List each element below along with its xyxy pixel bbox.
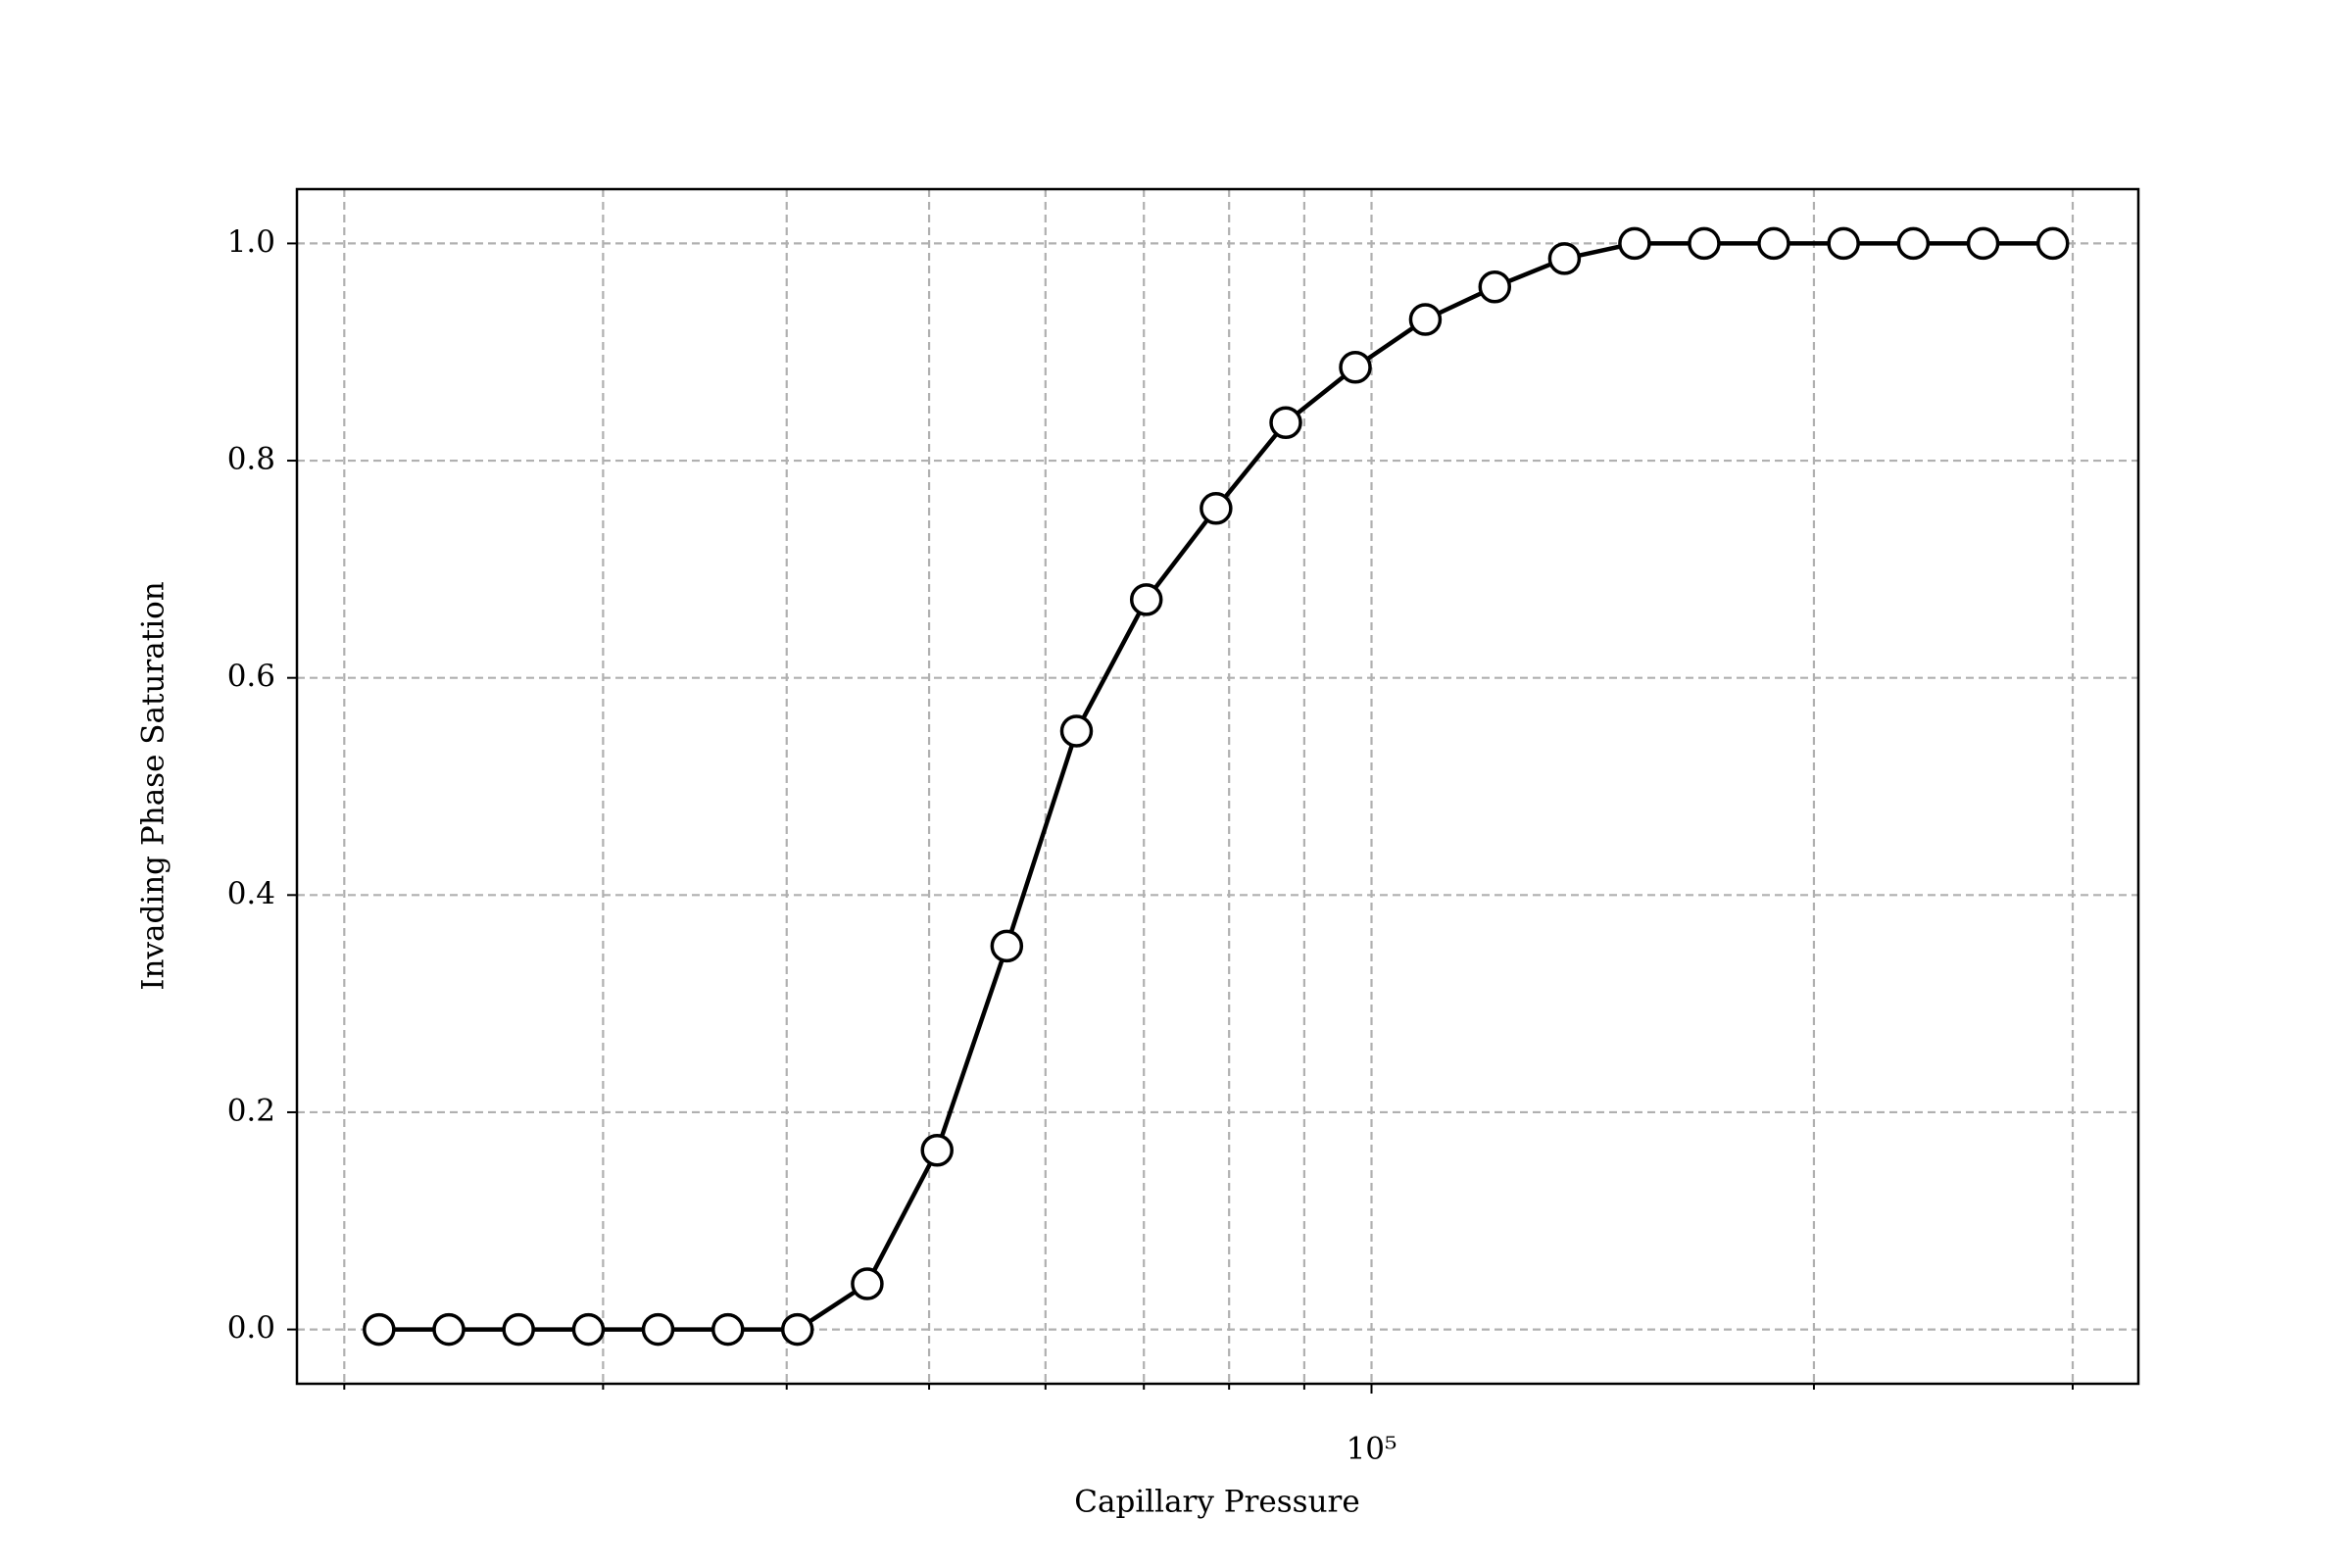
y-axis-label: Invading Phase Saturation [136, 581, 172, 991]
data-point [1059, 714, 1094, 748]
data-point [571, 1312, 606, 1347]
y-tick-label: 0.0 [227, 1310, 275, 1346]
data-point [1129, 583, 1163, 616]
data-point [1269, 406, 1302, 440]
data-point [780, 1312, 814, 1347]
data-point [1688, 226, 1721, 261]
data-point [1478, 270, 1512, 304]
data-point [990, 929, 1024, 963]
plot-frame [295, 187, 2140, 1386]
data-point [1547, 242, 1582, 275]
y-tick-label: 0.4 [227, 876, 275, 911]
data-point [1896, 226, 1931, 261]
data-point [851, 1267, 884, 1300]
data-point [2035, 226, 2070, 261]
y-tick-label: 0.8 [227, 442, 275, 477]
x-axis-label: Capillary Pressure [1074, 1485, 1359, 1520]
data-point [920, 1133, 954, 1167]
data-point [711, 1312, 745, 1347]
data-point [1757, 226, 1790, 261]
data-point [502, 1312, 535, 1347]
data-point [363, 1312, 396, 1347]
y-tick-label: 0.2 [227, 1093, 275, 1128]
data-point [1827, 226, 1860, 261]
data-point [641, 1312, 675, 1347]
data-point [1339, 350, 1372, 384]
data-point [1200, 492, 1233, 525]
data-point [1408, 303, 1443, 336]
x-tick-label: 10⁵ [1347, 1432, 1397, 1467]
y-tick-label: 0.6 [227, 659, 275, 694]
data-point [1966, 226, 2000, 261]
data-point [1618, 226, 1651, 261]
data-point [432, 1312, 466, 1347]
y-tick-label: 1.0 [227, 224, 275, 260]
